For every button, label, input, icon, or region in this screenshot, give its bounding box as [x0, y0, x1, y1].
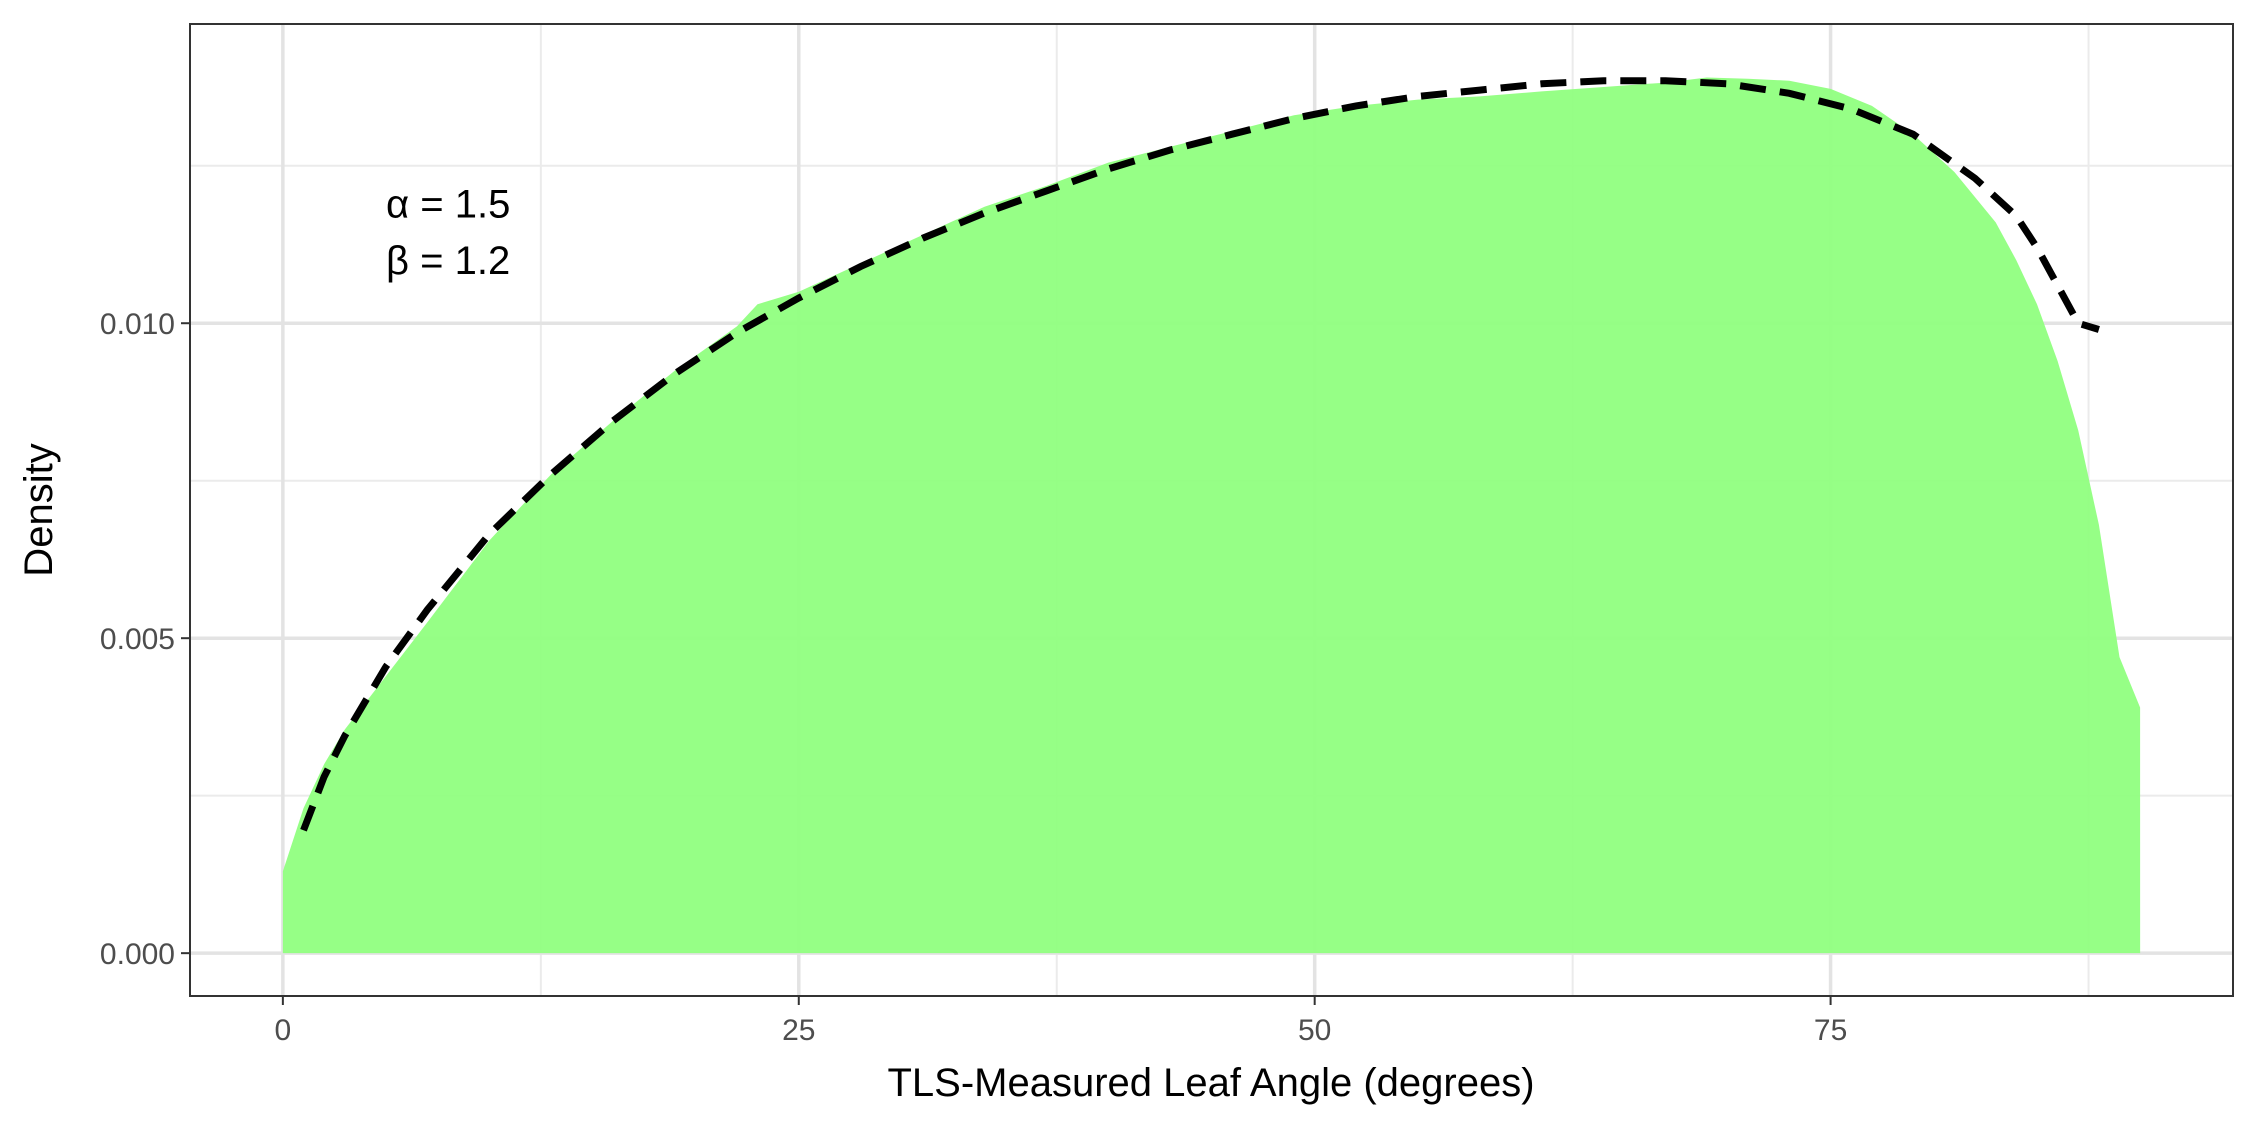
- y-tick-label: 0.005: [100, 623, 175, 656]
- x-tick-label: 0: [275, 1014, 292, 1047]
- x-tick-label: 25: [782, 1014, 815, 1047]
- panel-border: [189, 23, 2234, 997]
- x-tick-label: 75: [1814, 1014, 1847, 1047]
- y-axis-title: Density: [17, 443, 61, 576]
- density-area-series: [282, 77, 2141, 954]
- parameter-annotation: α = 1.5: [386, 183, 510, 227]
- axis-ticks: 0 25 50 75 0.000 0.005 0.010: [100, 308, 1847, 1047]
- parameter-annotations: α = 1.5 β = 1.2: [386, 183, 510, 284]
- parameter-annotation: β = 1.2: [386, 239, 510, 283]
- y-tick-label: 0.010: [100, 308, 175, 341]
- fitted-dashed-curve: [300, 77, 2100, 832]
- x-tick-label: 50: [1298, 1014, 1331, 1047]
- x-axis-title: TLS-Measured Leaf Angle (degrees): [887, 1061, 1534, 1105]
- y-tick-label: 0.000: [100, 938, 175, 971]
